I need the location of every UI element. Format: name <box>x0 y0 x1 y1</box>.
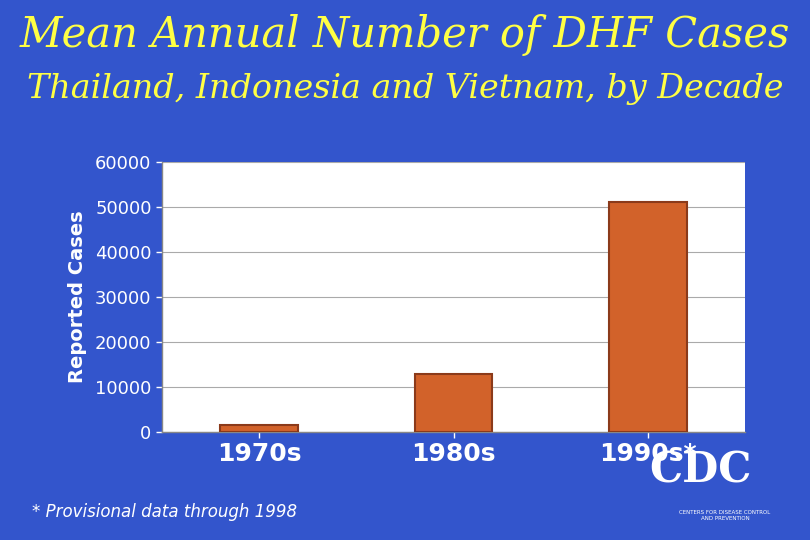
Bar <box>220 426 298 432</box>
Text: CDC: CDC <box>650 449 752 491</box>
Text: * Provisional data through 1998: * Provisional data through 1998 <box>32 503 297 521</box>
Text: Mean Annual Number of DHF Cases: Mean Annual Number of DHF Cases <box>19 14 791 56</box>
Text: Thailand, Indonesia and Vietnam, by Decade: Thailand, Indonesia and Vietnam, by Deca… <box>27 73 783 105</box>
Text: CENTERS FOR DISEASE CONTROL
AND PREVENTION: CENTERS FOR DISEASE CONTROL AND PREVENTI… <box>680 510 770 521</box>
Bar <box>415 374 492 432</box>
Bar <box>609 202 687 432</box>
Y-axis label: Reported Cases: Reported Cases <box>68 211 87 383</box>
